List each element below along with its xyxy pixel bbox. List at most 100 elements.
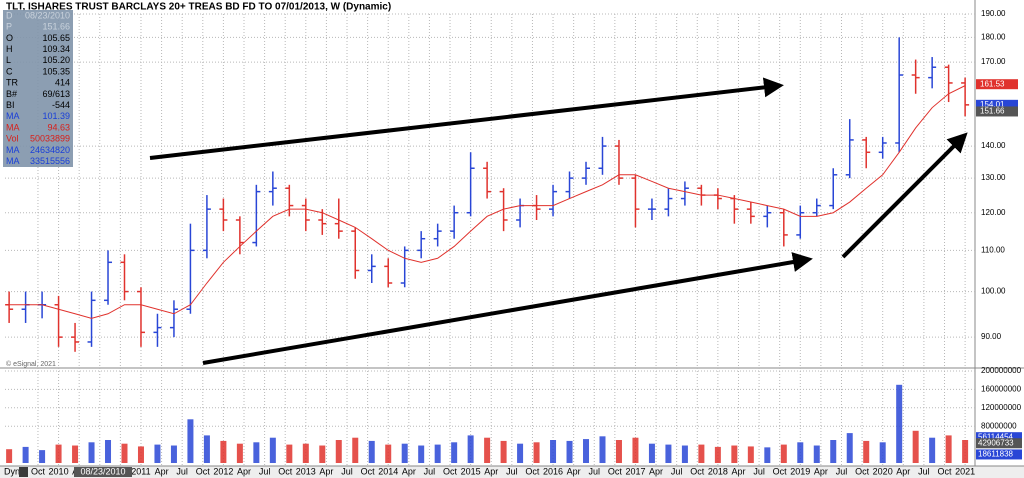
info-value: 109.34 <box>42 44 70 54</box>
info-label: Vol <box>6 134 19 144</box>
y-tick-label: 180.00 <box>981 32 1006 41</box>
volume-bar <box>451 442 458 463</box>
volume-bar <box>39 450 46 463</box>
volume-bar <box>912 430 919 463</box>
volume-tick-label: 80000000 <box>981 421 1017 430</box>
info-label: O <box>6 33 13 43</box>
x-tick-label: 2018 <box>708 466 728 476</box>
volume-bar <box>434 444 441 463</box>
x-tick-label: 2015 <box>461 466 481 476</box>
info-value: 414 <box>55 78 70 88</box>
price-flag-label: 151.66 <box>980 107 1005 116</box>
x-tick-label: Oct <box>278 466 293 476</box>
info-box-bg <box>3 10 73 167</box>
y-tick-label: 90.00 <box>981 332 1002 341</box>
x-tick-label: Jul <box>506 466 518 476</box>
volume-bar <box>236 443 243 463</box>
info-label: L <box>6 55 11 65</box>
cursor-icon <box>19 467 28 477</box>
volume-bar <box>764 447 771 463</box>
info-label: B# <box>6 89 17 99</box>
volume-flag-label: 18611838 <box>978 450 1014 459</box>
volume-flag-label: 42906733 <box>978 438 1014 447</box>
volume-bar <box>615 440 622 463</box>
volume-bar <box>698 444 705 463</box>
volume-flag-label: 56114454 <box>978 432 1014 441</box>
info-label: C <box>6 66 13 76</box>
volume-bar <box>846 433 853 463</box>
price-flag <box>976 106 1018 117</box>
info-value: 24634820 <box>30 145 70 155</box>
info-label: MA <box>6 145 20 155</box>
info-value: 105.65 <box>42 33 70 43</box>
x-tick-label: 2013 <box>296 466 316 476</box>
x-tick-label: 2020 <box>873 466 893 476</box>
info-value: 151.66 <box>42 22 70 32</box>
arrow <box>202 252 813 365</box>
x-tick-label: Oct <box>773 466 788 476</box>
x-tick-label: 2019 <box>790 466 810 476</box>
y-tick-label: 120.00 <box>981 208 1006 217</box>
info-value: 33515556 <box>30 156 70 166</box>
x-tick-label: Jul <box>836 466 848 476</box>
info-label: D <box>6 10 13 20</box>
y-tick-label: 100.00 <box>981 287 1006 296</box>
y-tick-label: 140.00 <box>981 141 1006 150</box>
volume-bar <box>22 446 29 463</box>
x-tick-label: Oct <box>937 466 952 476</box>
volume-bar <box>731 445 738 463</box>
volume-bar <box>583 439 590 463</box>
info-value: 50033899 <box>30 134 70 144</box>
volume-bar <box>747 446 754 463</box>
volume-bar <box>879 442 886 463</box>
info-value: 105.35 <box>42 66 70 76</box>
x-tick-label: Jul <box>671 466 683 476</box>
price-flag-label: 161.53 <box>980 79 1005 88</box>
volume-bar <box>813 445 820 463</box>
volume-bar <box>780 444 787 463</box>
volume-bar <box>484 437 491 463</box>
info-value: 101.39 <box>42 111 70 121</box>
volume-bar <box>500 440 507 463</box>
volume-bar <box>401 443 408 463</box>
volume-bar <box>335 440 342 463</box>
info-value: 08/23/2010 <box>25 10 70 20</box>
info-label: P <box>6 22 12 32</box>
y-tick-label: 190.00 <box>981 9 1006 18</box>
x-tick-label: Oct <box>443 466 458 476</box>
x-tick-label: Oct <box>690 466 705 476</box>
volume-flag <box>976 438 1022 449</box>
x-tick-label: Jul <box>176 466 188 476</box>
x-tick-label: Apr <box>484 466 498 476</box>
y-tick-label: 170.00 <box>981 57 1006 66</box>
info-value: 69/613 <box>42 89 70 99</box>
volume-bar <box>6 449 13 463</box>
volume-bar <box>319 445 326 463</box>
x-tick-label: Jul <box>588 466 600 476</box>
x-tick-label: 2017 <box>625 466 645 476</box>
info-label: BI <box>6 100 15 110</box>
volume-bar <box>681 445 688 463</box>
cursor-date: 08/23/2010 <box>80 466 125 476</box>
volume-bar <box>55 444 62 463</box>
volume-flag <box>976 449 1022 460</box>
volume-bar <box>154 444 161 463</box>
volume-bar <box>648 443 655 463</box>
price-flag <box>976 99 1018 110</box>
volume-bar <box>665 444 672 463</box>
volume-bar <box>863 440 870 463</box>
copyright: © eSignal, 2021 <box>6 360 56 368</box>
volume-bar <box>962 440 969 463</box>
trend-arrows <box>149 77 968 365</box>
volume-bar <box>170 445 177 463</box>
x-tick-label: Apr <box>649 466 663 476</box>
volume-bar <box>945 435 952 463</box>
x-tick-label: 2012 <box>213 466 233 476</box>
volume-bar <box>72 445 79 463</box>
volume-tick-label: 200000000 <box>981 366 1022 375</box>
volume-bar <box>467 435 474 463</box>
time-axis-band <box>0 466 1024 478</box>
arrow <box>149 77 784 160</box>
x-tick-label: Jul <box>753 466 765 476</box>
